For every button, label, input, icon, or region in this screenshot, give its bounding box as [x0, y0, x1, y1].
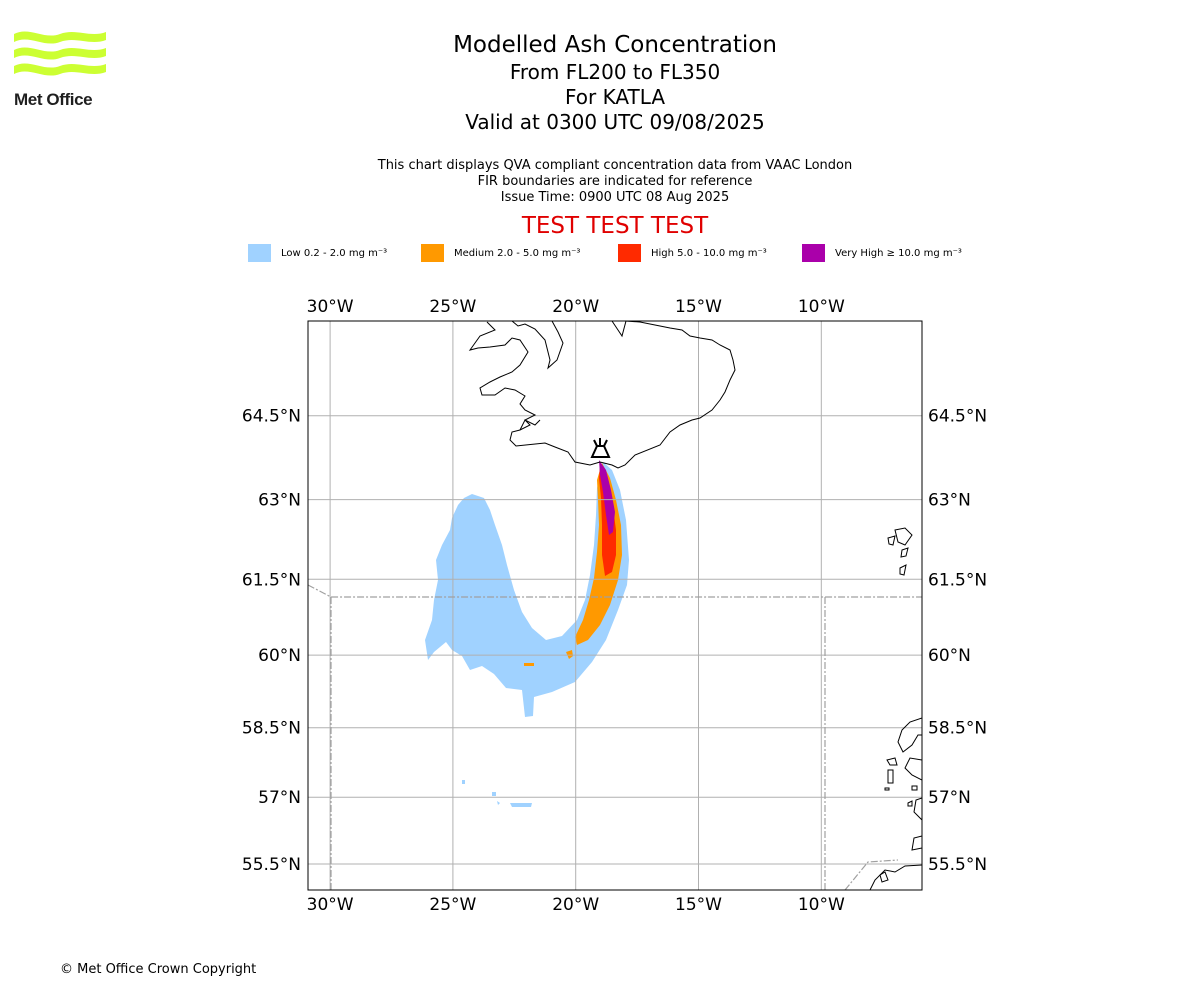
lat-tick-label-left: 63°N	[258, 491, 301, 511]
ash-medium-patch	[566, 650, 573, 659]
title-line-1: Modelled Ash Concentration	[453, 32, 777, 58]
lon-tick-label-top: 20°W	[552, 297, 599, 317]
lat-tick-label-right: 61.5°N	[928, 570, 987, 590]
description-line-2: FIR boundaries are indicated for referen…	[477, 174, 753, 189]
lat-tick-label-left: 61.5°N	[242, 570, 301, 590]
lon-tick-label-bottom: 30°W	[307, 895, 354, 915]
title-line-3: For KATLA	[565, 85, 665, 109]
legend-item-medium: Medium 2.0 - 5.0 mg m⁻³	[421, 244, 580, 262]
met-office-wave-icon	[14, 31, 106, 76]
legend-item-very-high: Very High ≥ 10.0 mg m⁻³	[802, 244, 962, 262]
lon-tick-label-bottom: 20°W	[552, 895, 599, 915]
lon-tick-label-bottom: 25°W	[429, 895, 476, 915]
lon-tick-label-bottom: 15°W	[675, 895, 722, 915]
ash-medium-patch	[524, 663, 534, 666]
legend-label-very-high: Very High ≥ 10.0 mg m⁻³	[835, 247, 962, 259]
coastline-faroe-islands	[887, 527, 913, 576]
description-line-3: Issue Time: 0900 UTC 08 Aug 2025	[500, 190, 730, 205]
legend-swatch-medium	[421, 244, 444, 262]
volcano-icon	[590, 438, 611, 458]
lat-tick-label-right: 60°N	[928, 646, 971, 666]
title-line-4: Valid at 0300 UTC 09/08/2025	[465, 110, 765, 134]
map-frame	[307, 320, 923, 891]
lat-tick-label-left: 64.5°N	[242, 407, 301, 427]
lon-tick-label-top: 10°W	[798, 297, 845, 317]
graticule-grid	[308, 321, 922, 890]
description-block: This chart displays QVA compliant concen…	[315, 158, 915, 206]
legend-swatch-high	[618, 244, 641, 262]
lat-tick-label-right: 57°N	[928, 788, 971, 808]
copyright-text: © Met Office Crown Copyright	[60, 962, 257, 977]
lat-tick-label-left: 58.5°N	[242, 719, 301, 739]
map-content	[308, 321, 922, 890]
legend-swatch-very-high	[802, 244, 825, 262]
legend: Low 0.2 - 2.0 mg m⁻³ Medium 2.0 - 5.0 mg…	[0, 244, 1200, 264]
lon-tick-label-bottom: 10°W	[798, 895, 845, 915]
fir-boundaries	[308, 584, 922, 890]
legend-label-high: High 5.0 - 10.0 mg m⁻³	[651, 247, 767, 259]
lat-tick-label-left: 57°N	[258, 788, 301, 808]
axis-tick-labels: 30°W 30°W 25°W 25°W 20°W 20°W 15°W 15°W 10°W 10°W…	[242, 297, 987, 915]
test-banner: TEST TEST TEST	[521, 213, 709, 239]
lat-tick-label-left: 55.5°N	[242, 855, 301, 875]
legend-swatch-low	[248, 244, 271, 262]
legend-item-high: High 5.0 - 10.0 mg m⁻³	[618, 244, 767, 262]
description-line-1: This chart displays QVA compliant concen…	[377, 158, 853, 173]
chart-title-block: Modelled Ash Concentration From FL200 to…	[315, 30, 915, 135]
legend-label-medium: Medium 2.0 - 5.0 mg m⁻³	[454, 247, 581, 259]
logo-text: Met Office	[14, 90, 93, 109]
ash-low-region	[425, 462, 629, 717]
coastline-scotland	[869, 717, 922, 890]
ash-very-high-region	[599, 460, 615, 535]
lat-tick-label-left: 60°N	[258, 646, 301, 666]
met-office-logo: Met Office	[14, 30, 114, 114]
lat-tick-label-right: 63°N	[928, 491, 971, 511]
lon-tick-label-top: 15°W	[675, 297, 722, 317]
legend-label-low: Low 0.2 - 2.0 mg m⁻³	[281, 247, 388, 259]
lat-tick-label-right: 55.5°N	[928, 855, 987, 875]
ash-low-fragments	[462, 780, 532, 807]
coastline-iceland	[468, 321, 736, 469]
title-line-2: From FL200 to FL350	[509, 60, 721, 84]
lon-tick-label-top: 25°W	[429, 297, 476, 317]
legend-item-low: Low 0.2 - 2.0 mg m⁻³	[248, 244, 387, 262]
lat-tick-label-right: 64.5°N	[928, 407, 987, 427]
lon-tick-label-top: 30°W	[307, 297, 354, 317]
lat-tick-label-right: 58.5°N	[928, 719, 987, 739]
